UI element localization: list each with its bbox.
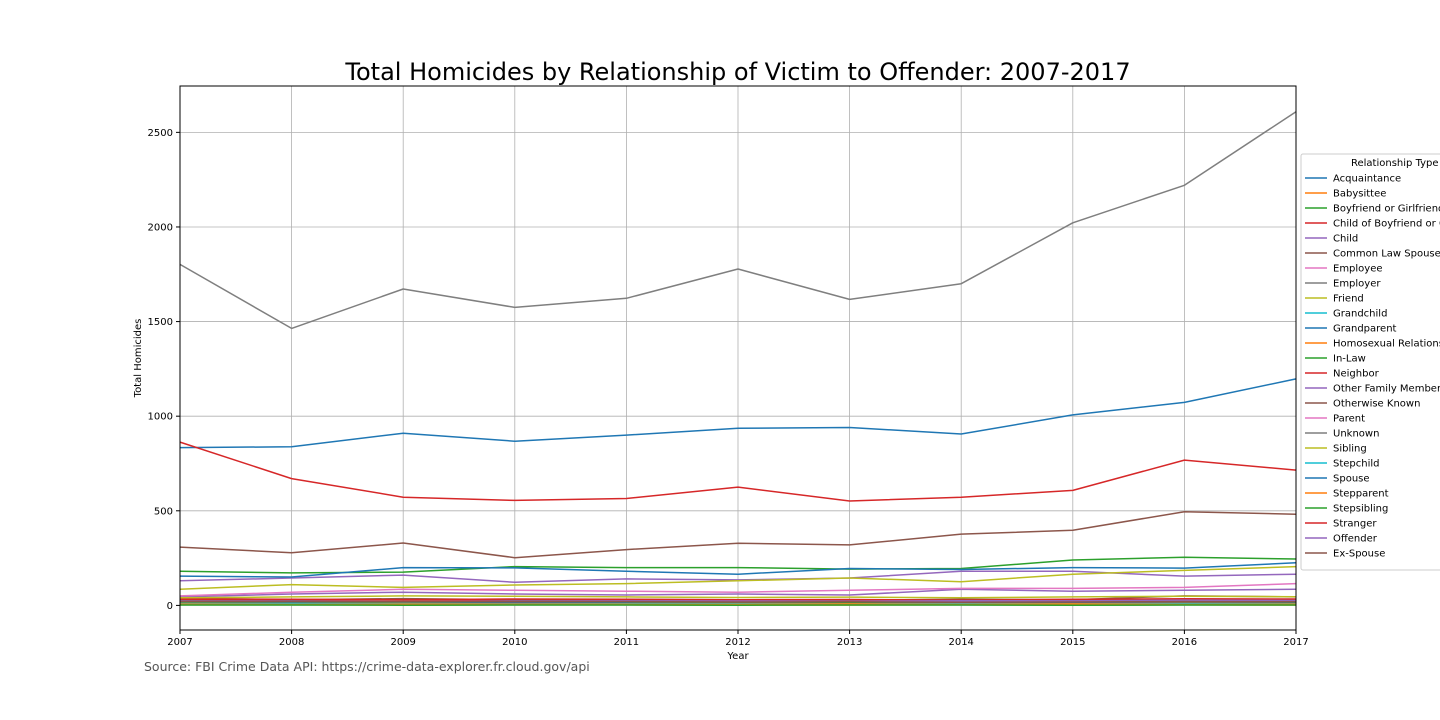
series-line-otherwise-known (179, 510, 1297, 559)
source-note: Source: FBI Crime Data API: https://crim… (144, 659, 590, 674)
series-line-parent (179, 582, 1297, 597)
legend-label-parent: Parent (1333, 414, 1365, 425)
chart-title: Total Homicides by Relationship of Victi… (344, 58, 1130, 86)
legend-label-in-law: In-Law (1333, 354, 1366, 365)
x-tick-label: 2008 (279, 637, 304, 648)
y-axis-label: Total Homicides (133, 319, 144, 399)
legend-label-acquaintance: Acquaintance (1333, 174, 1401, 185)
series-line-friend (179, 565, 1297, 591)
legend: Relationship Type Acquaintance Babysittee B… (1300, 153, 1440, 571)
y-tick-label: 0 (167, 601, 173, 612)
x-tick-label: 2014 (948, 637, 973, 648)
legend-label-offender: Offender (1333, 534, 1378, 545)
series-lines (179, 111, 1297, 606)
y-tick-label: 1500 (148, 317, 173, 328)
legend-label-employer: Employer (1333, 279, 1381, 290)
legend-label-homosexual-relationship: Homosexual Relationship (1333, 339, 1440, 350)
x-tick-label: 2016 (1172, 637, 1197, 648)
y-tick-label: 1000 (148, 412, 173, 423)
series-line-neighbor (179, 598, 1297, 601)
series-line-acquaintance (179, 378, 1297, 449)
legend-label-stepparent: Stepparent (1333, 489, 1389, 500)
legend-label-babysittee: Babysittee (1333, 189, 1386, 200)
y-tick-label: 500 (154, 506, 173, 517)
x-tick-label: 2007 (167, 637, 192, 648)
x-tick-label: 2017 (1283, 637, 1308, 648)
legend-label-friend: Friend (1333, 294, 1364, 305)
legend-label-stranger: Stranger (1333, 519, 1377, 530)
series-line-other-family-member (179, 588, 1297, 598)
legend-label-employee: Employee (1333, 264, 1383, 275)
legend-label-stepsibling: Stepsibling (1333, 504, 1388, 515)
x-tick-label: 2013 (837, 637, 862, 648)
legend-label-sibling: Sibling (1333, 444, 1367, 455)
legend-label-neighbor: Neighbor (1333, 369, 1380, 380)
legend-label-other-family-member: Other Family Member (1333, 384, 1440, 395)
x-tick-label: 2010 (502, 637, 527, 648)
y-tick-label: 2500 (148, 128, 173, 139)
x-axis-ticks: 2007 2008 2009 2010 2011 2012 2013 2014 2015 2016… (167, 630, 1309, 648)
legend-label-stepchild: Stepchild (1333, 459, 1380, 470)
y-tick-label: 2000 (148, 222, 173, 233)
series-line-ex-spouse (179, 600, 1297, 603)
series-line-sibling (179, 595, 1297, 599)
series-line-stranger (179, 441, 1297, 502)
series-line-unknown (179, 111, 1297, 330)
legend-label-boyfriend-or-girlfriend: Boyfriend or Girlfriend (1333, 204, 1440, 215)
x-axis-label: Year (726, 651, 749, 662)
x-tick-label: 2012 (725, 637, 750, 648)
series-line-boyfriend-or-girlfriend (179, 556, 1297, 574)
legend-label-grandchild: Grandchild (1333, 309, 1387, 320)
legend-label-child: Child (1333, 234, 1358, 245)
legend-box (1300, 153, 1440, 571)
x-tick-label: 2011 (614, 637, 639, 648)
series-line-spouse (179, 562, 1297, 578)
x-tick-label: 2009 (390, 637, 415, 648)
legend-label-child-of-boyfriend-or-girlfriend: Child of Boyfriend or Girlfriend (1333, 219, 1440, 230)
y-axis-ticks: 0 500 1000 1500 2000 2500 (148, 128, 180, 612)
x-tick-label: 2015 (1060, 637, 1085, 648)
legend-label-ex-spouse: Ex-Spouse (1333, 549, 1385, 560)
legend-label-grandparent: Grandparent (1333, 324, 1397, 335)
legend-label-unknown: Unknown (1333, 429, 1379, 440)
legend-label-common-law-spouse: Common Law Spouse (1333, 249, 1440, 260)
legend-title: Relationship Type (1351, 158, 1439, 169)
legend-label-otherwise-known: Otherwise Known (1333, 399, 1420, 410)
legend-label-spouse: Spouse (1333, 474, 1370, 485)
